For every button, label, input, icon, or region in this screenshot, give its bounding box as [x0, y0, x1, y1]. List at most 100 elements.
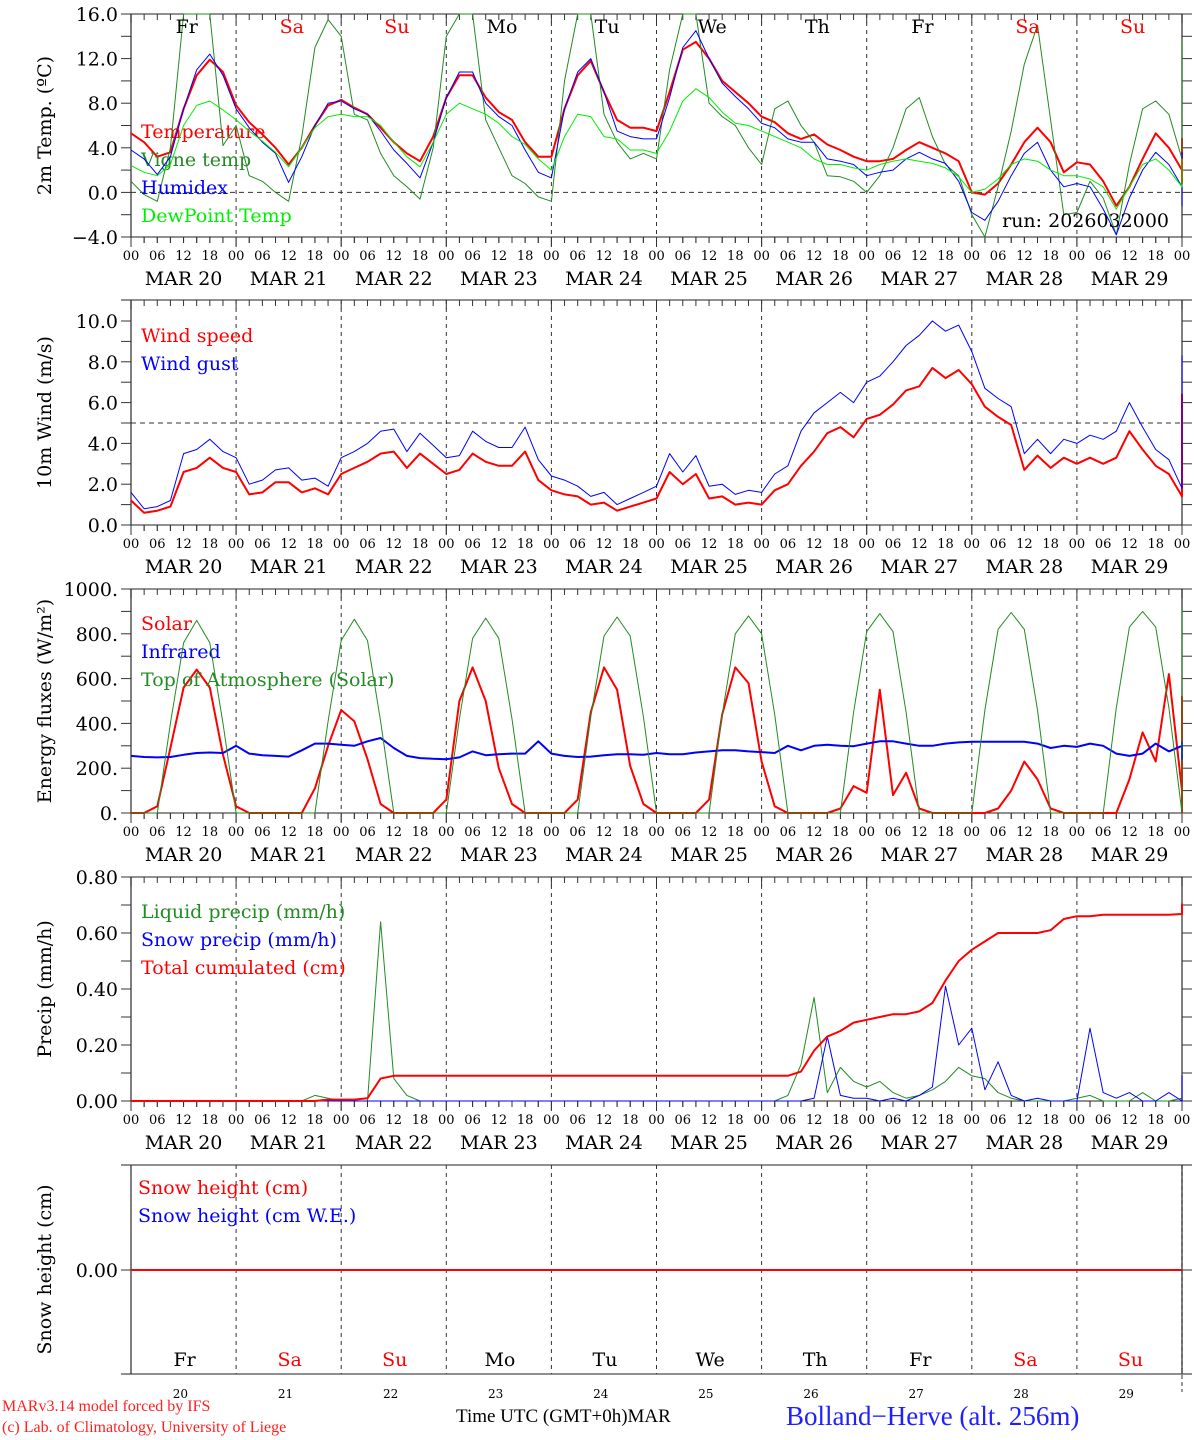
- hour-tick-label: 00: [648, 537, 665, 552]
- hour-tick-label: 12: [1016, 249, 1033, 264]
- hour-tick-label: 06: [149, 1113, 166, 1128]
- hour-tick-label: 18: [1147, 537, 1164, 552]
- hour-tick-label: 00: [1069, 825, 1086, 840]
- hour-tick-label: 00: [228, 1113, 245, 1128]
- hour-tick-label: 00: [123, 1113, 140, 1128]
- hour-tick-label: 18: [202, 1113, 219, 1128]
- date-label: MAR 24: [565, 844, 643, 866]
- hour-tick-label: 00: [858, 1113, 875, 1128]
- hour-tick-label: 06: [1095, 825, 1112, 840]
- hour-tick-label: 00: [648, 249, 665, 264]
- y-tick-label: 10.0: [76, 311, 118, 333]
- hour-tick-label: 06: [675, 249, 692, 264]
- hour-tick-label: 12: [385, 825, 402, 840]
- y-axis-label: Snow height (cm): [34, 1184, 56, 1354]
- day-abbr-label: Tu: [595, 16, 620, 38]
- hour-tick-label: 00: [438, 249, 455, 264]
- day-abbr-label: Sa: [278, 1349, 302, 1371]
- date-label: MAR 25: [670, 556, 748, 578]
- hour-tick-label: 12: [911, 1113, 928, 1128]
- legend-entry: Wind gust: [141, 353, 239, 375]
- y-tick-label: 1000.: [64, 579, 118, 601]
- hour-tick-label: 00: [648, 1113, 665, 1128]
- hour-tick-label: 06: [359, 1113, 376, 1128]
- hour-tick-label: 06: [1095, 537, 1112, 552]
- day-number-label: 29: [1119, 1387, 1134, 1401]
- hour-tick-label: 06: [569, 537, 586, 552]
- hour-tick-label: 00: [858, 537, 875, 552]
- day-abbr-label: Mo: [487, 16, 518, 38]
- y-tick-label: 4.0: [88, 433, 118, 455]
- date-label: MAR 20: [145, 844, 223, 866]
- hour-tick-label: 06: [780, 537, 797, 552]
- hour-tick-label: 12: [491, 1113, 508, 1128]
- day-abbr-label: Su: [1118, 1349, 1143, 1371]
- date-label: MAR 23: [460, 556, 538, 578]
- y-tick-label: 8.0: [88, 93, 118, 115]
- hour-tick-label: 06: [569, 1113, 586, 1128]
- hour-tick-label: 12: [1016, 1113, 1033, 1128]
- legend-entry: Snow height (cm W.E.): [138, 1205, 356, 1227]
- hour-tick-label: 18: [832, 825, 849, 840]
- series-line-top-of-atmosphere-solar: [131, 608, 1183, 814]
- date-label: MAR 22: [355, 844, 433, 866]
- hour-tick-label: 12: [385, 249, 402, 264]
- hour-tick-label: 06: [464, 537, 481, 552]
- hour-tick-label: 18: [727, 537, 744, 552]
- y-tick-label: 0.0: [88, 182, 118, 204]
- hour-tick-label: 06: [464, 249, 481, 264]
- hour-tick-label: 00: [1069, 249, 1086, 264]
- date-label: MAR 24: [565, 1132, 643, 1154]
- date-label: MAR 26: [775, 268, 853, 290]
- day-abbr-label: We: [695, 1349, 724, 1371]
- hour-tick-label: 00: [438, 825, 455, 840]
- day-number-label: 28: [1014, 1387, 1029, 1401]
- hour-tick-label: 06: [780, 825, 797, 840]
- hour-tick-label: 00: [123, 249, 140, 264]
- hour-tick-label: 18: [832, 249, 849, 264]
- hour-tick-label: 12: [701, 1113, 718, 1128]
- legend-entry: Snow height (cm): [138, 1177, 308, 1199]
- hour-tick-label: 12: [175, 1113, 192, 1128]
- hour-tick-label: 12: [1121, 537, 1138, 552]
- hour-tick-label: 00: [964, 825, 981, 840]
- legend-entry: DewPoint Temp: [141, 205, 292, 227]
- date-label: MAR 27: [880, 844, 958, 866]
- panel-5: 0.00 Snow height (cm) Snow height (cm) Snow…: [34, 1164, 1192, 1401]
- date-label: MAR 23: [460, 1132, 538, 1154]
- hour-tick-label: 18: [727, 825, 744, 840]
- series-line-dewpoint-temp: [130, 88, 1183, 210]
- date-label: MAR 26: [775, 844, 853, 866]
- date-label: MAR 22: [355, 1132, 433, 1154]
- hour-tick-label: 18: [307, 825, 324, 840]
- date-label: MAR 28: [985, 268, 1063, 290]
- y-tick-label: 0.: [100, 803, 118, 825]
- hour-tick-label: 00: [1069, 1113, 1086, 1128]
- hour-tick-label: 06: [254, 537, 271, 552]
- hour-tick-label: 12: [280, 537, 297, 552]
- hour-tick-label: 06: [254, 249, 271, 264]
- station-name: Bolland−Herve (alt. 256m): [786, 1401, 1080, 1431]
- hour-tick-label: 12: [491, 537, 508, 552]
- hour-tick-label: 06: [359, 537, 376, 552]
- hour-tick-label: 00: [123, 825, 140, 840]
- hour-tick-label: 18: [937, 537, 954, 552]
- y-axis-label: Precip (mm/h): [34, 920, 56, 1058]
- hour-tick-label: 12: [1016, 537, 1033, 552]
- hour-tick-label: 18: [202, 825, 219, 840]
- hour-tick-label: 06: [990, 1113, 1007, 1128]
- date-label: MAR 28: [985, 556, 1063, 578]
- y-tick-label: 12.0: [76, 49, 118, 71]
- hour-tick-label: 18: [1042, 1113, 1059, 1128]
- hour-tick-label: 18: [937, 1113, 954, 1128]
- y-axis-label: Energy fluxes (W/m²): [34, 599, 56, 803]
- day-number-label: 25: [698, 1387, 713, 1401]
- hour-tick-label: 12: [280, 249, 297, 264]
- day-number-label: 21: [278, 1387, 293, 1401]
- hour-tick-label: 18: [412, 537, 429, 552]
- y-tick-label: 4.0: [88, 138, 118, 160]
- panel-4: 00 06 12 18 MAR 20 00 06 12 18 MAR 21 00 06 12 18 MAR …: [34, 867, 1192, 1154]
- hour-tick-label: 06: [780, 249, 797, 264]
- hour-tick-label: 06: [990, 825, 1007, 840]
- date-label: MAR 24: [565, 556, 643, 578]
